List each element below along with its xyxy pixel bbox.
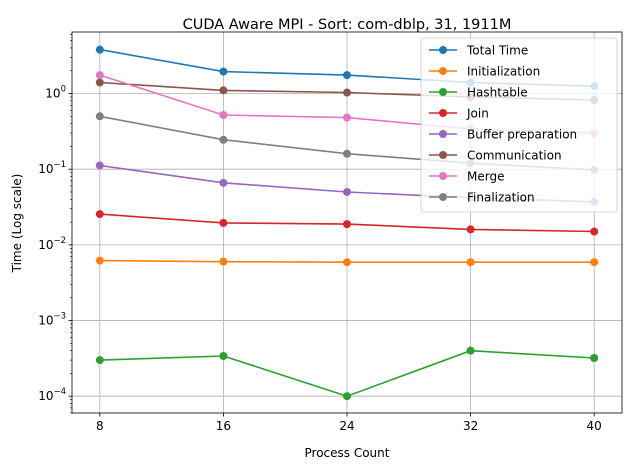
legend-label: Buffer preparation bbox=[467, 128, 577, 142]
data-point bbox=[343, 392, 351, 401]
legend-label: Total Time bbox=[466, 44, 528, 58]
x-axis-label: Process Count bbox=[305, 446, 390, 460]
legend-label: Merge bbox=[467, 170, 504, 184]
data-point bbox=[343, 113, 351, 122]
chart-title: CUDA Aware MPI - Sort: com-dblp, 31, 191… bbox=[183, 17, 512, 33]
data-point bbox=[219, 86, 228, 95]
legend-box bbox=[420, 37, 618, 213]
legend-marker bbox=[439, 46, 447, 54]
x-tick-label: 24 bbox=[339, 419, 354, 433]
data-point bbox=[219, 257, 228, 266]
axis-layer: 8 16 24 32 40 10−4 10−3 10−2 10−1 100 bbox=[38, 34, 602, 433]
y-tick-label: 100 bbox=[45, 85, 66, 101]
x-tick-label: 40 bbox=[587, 419, 602, 433]
legend-marker bbox=[439, 88, 447, 96]
data-point bbox=[219, 111, 228, 120]
data-point bbox=[95, 256, 104, 265]
data-point bbox=[219, 67, 228, 76]
legend-label: Initialization bbox=[467, 65, 540, 79]
legend-marker bbox=[439, 193, 447, 201]
legend-label: Join bbox=[466, 107, 489, 121]
data-point bbox=[95, 210, 104, 219]
legend-marker bbox=[439, 67, 447, 75]
data-point bbox=[343, 220, 351, 229]
legend-marker bbox=[439, 151, 447, 159]
legend-marker bbox=[439, 172, 447, 180]
legend-marker bbox=[439, 130, 447, 138]
data-point bbox=[343, 149, 351, 158]
data-point bbox=[95, 71, 104, 80]
legend-label: Finalization bbox=[467, 191, 535, 205]
data-point bbox=[95, 161, 104, 170]
data-point bbox=[219, 178, 228, 187]
x-tick-label: 16 bbox=[216, 419, 231, 433]
data-point bbox=[95, 78, 104, 87]
data-point bbox=[219, 351, 228, 360]
data-point bbox=[343, 258, 351, 267]
data-point bbox=[590, 227, 599, 236]
data-point bbox=[466, 225, 475, 234]
legend: Total Time Initialization Hashtable Join Buf… bbox=[420, 37, 618, 213]
y-tick-label: 10−3 bbox=[38, 312, 66, 328]
data-point bbox=[343, 187, 351, 196]
x-tick-label: 32 bbox=[463, 419, 478, 433]
y-tick-label: 10−2 bbox=[38, 236, 66, 252]
legend-label: Communication bbox=[467, 149, 562, 163]
data-point bbox=[219, 135, 228, 144]
data-point bbox=[95, 112, 104, 121]
data-point bbox=[466, 258, 475, 267]
x-tick-label: 8 bbox=[96, 419, 104, 433]
data-point bbox=[343, 88, 351, 97]
data-point bbox=[343, 71, 351, 80]
data-point bbox=[95, 45, 104, 54]
data-point bbox=[466, 346, 475, 355]
y-tick-label: 10−1 bbox=[38, 160, 66, 176]
data-point bbox=[219, 218, 228, 227]
data-point bbox=[95, 356, 104, 365]
y-tick-label: 10−4 bbox=[38, 387, 66, 403]
legend-marker bbox=[439, 109, 447, 117]
data-point bbox=[590, 353, 599, 362]
y-axis-label: Time (Log scale) bbox=[10, 174, 24, 274]
legend-label: Hashtable bbox=[467, 86, 528, 100]
data-point bbox=[590, 258, 599, 267]
